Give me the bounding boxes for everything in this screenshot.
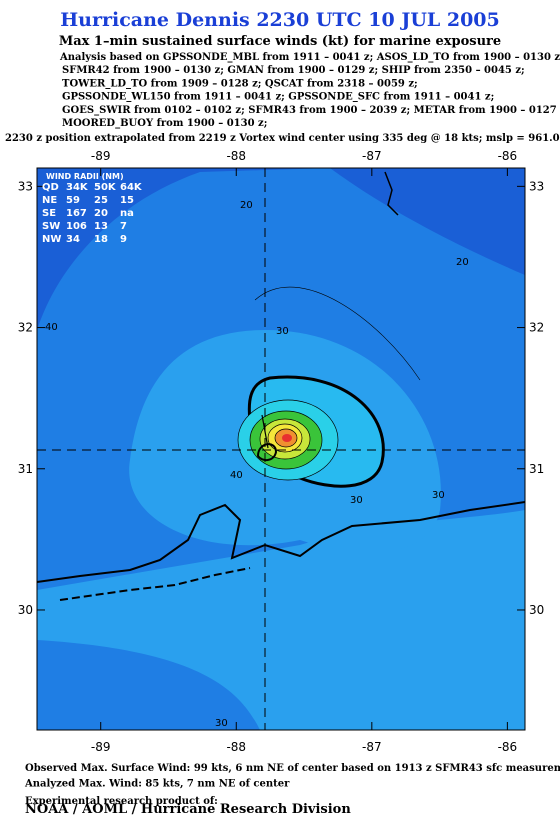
radii-cell: 15 [120, 195, 134, 206]
coastline [37, 501, 525, 583]
analysis-line: MOORED_BUOY from 1900 – 0130 z; [62, 118, 267, 129]
radii-cell: 106 [66, 221, 87, 232]
wind-field [37, 168, 525, 730]
radii-header: 34K [66, 182, 89, 193]
radii-header: 64K [120, 182, 143, 193]
analysis-line: Analysis based on GPSSONDE_MBL from 1911… [59, 52, 560, 63]
radii-cell: 34 [66, 234, 80, 245]
y-tick-label: 30 [529, 603, 544, 617]
radii-cell: SE [42, 208, 56, 219]
radii-cell: 59 [66, 195, 80, 206]
radii-header: 50K [94, 182, 117, 193]
y-tick-label: 30 [18, 603, 33, 617]
radii-cell: 13 [94, 221, 108, 232]
position-note: 2230 z position extrapolated from 2219 z… [5, 133, 560, 144]
radii-cell: NE [42, 195, 57, 206]
x-tick-label: -86 [498, 740, 518, 754]
contour-label: 30 [350, 495, 363, 506]
coastline [59, 567, 251, 601]
contour-label: 20 [240, 200, 253, 211]
contour-label: 40 [230, 470, 243, 481]
y-tick-label: 32 [529, 321, 544, 335]
x-tick-label: -88 [226, 740, 246, 754]
radii-cell: 25 [94, 195, 108, 206]
footer-line: Experimental research product of: [25, 796, 218, 807]
subtitle: Max 1–min sustained surface winds (kt) f… [59, 34, 501, 49]
radii-cell: NW [42, 234, 61, 245]
analysis-line: SFMR42 from 1900 – 0130 z; GMAN from 190… [62, 65, 525, 76]
radii-cell: 20 [94, 208, 108, 219]
analysis-line: GPSSONDE_WL150 from 1911 – 0041 z; GPSSO… [62, 92, 494, 103]
radii-cell: SW [42, 221, 60, 232]
radii-cell: 7 [120, 221, 127, 232]
coastline [384, 171, 399, 216]
y-tick-label: 32 [18, 321, 33, 335]
footer-line: Analyzed Max. Wind: 85 kts, 7 nm NE of c… [24, 779, 290, 790]
y-tick-label: 33 [18, 179, 33, 193]
center-marker [256, 443, 278, 462]
x-tick-label: -89 [91, 740, 111, 754]
radii-cell: na [120, 208, 134, 219]
x-tick-label: -87 [362, 740, 382, 754]
contour-label: 30 [215, 718, 228, 729]
contour-label: 30 [432, 490, 445, 501]
radii-cell: 167 [66, 208, 87, 219]
analysis-line: GOES_SWIR from 0102 – 0102 z; SFMR43 fro… [62, 105, 560, 116]
radii-cell: 9 [120, 234, 127, 245]
contour-label: 30 [276, 326, 289, 337]
contour-30-gulf [37, 510, 525, 730]
contour-label: 40 [45, 322, 58, 333]
x-tick-label: -88 [226, 149, 246, 163]
radii-header: QD [42, 182, 59, 193]
contour-85 [282, 434, 292, 442]
radii-cell: 18 [94, 234, 108, 245]
x-tick-label: -89 [91, 149, 111, 163]
footer-line: Observed Max. Surface Wind: 99 kts, 6 nm… [25, 763, 560, 774]
y-tick-label: 33 [529, 179, 544, 193]
y-tick-label: 31 [18, 462, 33, 476]
title: Hurricane Dennis 2230 UTC 10 JUL 2005 [60, 9, 500, 31]
footer-org: NOAA / AOML / Hurricane Research Divisio… [25, 802, 351, 815]
contour-label: 20 [456, 257, 469, 268]
analysis-line: TOWER_LD_TO from 1909 – 0128 z; QSCAT fr… [62, 78, 418, 89]
contour-line [254, 286, 421, 381]
radii-title: WIND RADII (NM) [46, 172, 124, 181]
y-tick-label: 31 [529, 462, 544, 476]
frame [36, 167, 526, 731]
x-tick-label: -87 [362, 149, 382, 163]
x-tick-label: -86 [498, 149, 518, 163]
motion-vector [261, 414, 269, 449]
